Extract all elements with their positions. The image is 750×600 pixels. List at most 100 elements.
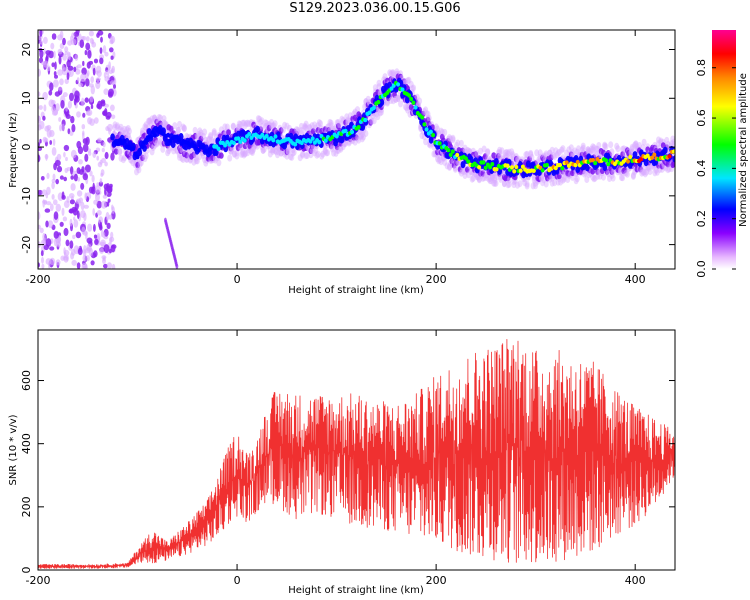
noise-speckle: [73, 31, 80, 37]
ridge-halo: [209, 136, 215, 144]
ridge-outer: [368, 119, 373, 126]
ridge-halo: [232, 150, 237, 158]
ridge-halo: [555, 149, 561, 157]
ridge-halo: [421, 108, 427, 115]
ridge-core: [236, 136, 241, 141]
ridge-outer: [218, 152, 224, 159]
ridge-outer: [536, 175, 542, 182]
ridge-halo: [435, 125, 440, 133]
noise-speckle: [104, 51, 109, 57]
ridge-outer: [210, 154, 216, 161]
noise-speckle: [93, 250, 98, 258]
ridge-halo: [570, 173, 575, 181]
noise-speckle: [79, 39, 85, 48]
noise-speckle: [66, 72, 70, 80]
ridge-outer: [192, 132, 198, 140]
ridge-core: [242, 138, 247, 143]
ridge-halo: [114, 123, 120, 131]
noise-speckle: [99, 47, 103, 54]
ridge-halo: [285, 148, 291, 156]
ridge-halo: [150, 144, 156, 151]
spectrogram-panel: -200 0 200 400 -20 -10 0 10 20 Height of straigh…: [8, 29, 676, 296]
ridge-halo: [556, 148, 562, 156]
ridge-halo: [270, 147, 276, 155]
ridge-core: [409, 96, 414, 102]
ridge-core: [133, 151, 138, 156]
noise-speckle: [93, 234, 98, 239]
ridge-halo: [147, 117, 153, 125]
ridge-halo: [361, 133, 366, 141]
ridge-halo: [581, 170, 587, 178]
noise-speckle: [84, 97, 89, 103]
ridge-halo: [590, 146, 596, 154]
ridge-halo: [156, 137, 162, 144]
ridge-halo: [564, 149, 569, 157]
ridge-halo: [208, 132, 214, 139]
noise-speckle: [57, 48, 63, 55]
ridge-halo: [554, 151, 560, 159]
ridge-halo: [528, 149, 534, 157]
ridge-outer: [153, 136, 159, 143]
ridge-halo: [671, 138, 675, 146]
ridge-halo: [601, 173, 606, 181]
noise-speckle: [100, 200, 107, 209]
ridge-halo: [316, 119, 322, 127]
ridge-halo: [372, 84, 378, 92]
ridge-core: [628, 154, 633, 160]
noise-speckle: [78, 159, 83, 165]
ridge-halo: [340, 143, 346, 151]
noise-speckle: [86, 243, 92, 251]
ridge-halo: [295, 126, 301, 134]
ridge-halo: [371, 117, 377, 125]
ridge-halo: [523, 151, 529, 159]
ridge-outer: [284, 148, 290, 156]
ridge-halo: [485, 149, 491, 156]
ridge-halo: [177, 153, 182, 161]
noise-speckle: [108, 61, 111, 71]
ridge-halo: [181, 125, 187, 133]
ridge-halo: [335, 147, 341, 154]
ridge-core: [223, 143, 228, 148]
noise-speckle: [76, 111, 81, 118]
ridge-halo: [194, 132, 200, 140]
ridge-halo: [481, 174, 487, 182]
ridge-halo: [665, 141, 671, 148]
noise-speckle: [64, 46, 69, 53]
noise-speckle: [66, 59, 71, 68]
ridge-core: [477, 165, 482, 170]
ridge-outer: [480, 170, 486, 177]
ridge-halo: [538, 174, 544, 182]
ridge-halo: [246, 120, 252, 128]
ridge-core: [135, 154, 140, 160]
ridge-halo: [198, 129, 204, 137]
ridge-halo: [177, 120, 182, 128]
ridge-halo: [318, 120, 323, 128]
ridge-halo: [533, 179, 538, 187]
noise-speckle: [82, 60, 85, 67]
noise-speckle: [55, 159, 61, 167]
noise-speckle: [82, 254, 88, 262]
ridge-halo: [642, 170, 648, 178]
ridge-halo: [370, 112, 376, 120]
noise-speckle: [91, 174, 95, 183]
ridge-halo: [628, 149, 634, 157]
ridge-halo: [574, 175, 580, 183]
noise-speckle: [61, 123, 65, 132]
noise-speckle: [76, 77, 80, 82]
ridge-core: [505, 163, 510, 168]
ridge-halo: [375, 113, 381, 121]
noise-speckle: [90, 260, 95, 266]
ridge-halo: [560, 176, 566, 184]
ridge-halo: [194, 157, 200, 165]
ridge-halo: [641, 138, 647, 146]
ridge-halo: [669, 140, 675, 148]
noise-speckle: [73, 245, 80, 255]
ridge-halo: [141, 150, 147, 158]
ridge-halo: [505, 181, 511, 189]
ridge-core: [448, 152, 453, 157]
ridge-halo: [303, 120, 309, 128]
ridge-halo: [278, 149, 284, 157]
ridge-halo: [450, 134, 456, 142]
ridge-core: [488, 165, 493, 170]
